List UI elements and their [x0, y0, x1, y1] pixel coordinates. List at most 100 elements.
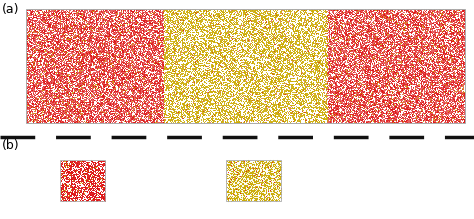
Point — [23, 121, 31, 124]
Point — [149, 71, 157, 75]
Point — [460, 9, 467, 12]
Point — [365, 54, 373, 58]
Point — [335, 28, 343, 32]
Point — [83, 162, 91, 165]
Point — [250, 48, 257, 51]
Point — [306, 40, 314, 44]
Point — [374, 67, 382, 71]
Point — [332, 10, 339, 14]
Point — [71, 65, 78, 69]
Point — [335, 74, 343, 78]
Point — [68, 164, 76, 168]
Point — [227, 167, 235, 170]
Point — [345, 73, 352, 77]
Point — [414, 21, 422, 25]
Point — [70, 78, 78, 81]
Point — [453, 64, 461, 68]
Point — [209, 114, 216, 117]
Point — [245, 97, 252, 101]
Point — [24, 47, 31, 51]
Point — [253, 85, 261, 88]
Point — [115, 81, 123, 84]
Point — [385, 116, 392, 120]
Point — [33, 67, 40, 71]
Point — [86, 46, 93, 49]
Point — [348, 117, 356, 120]
Point — [70, 25, 78, 29]
Point — [431, 34, 439, 38]
Point — [259, 50, 266, 53]
Point — [317, 70, 325, 74]
Point — [237, 27, 244, 30]
Point — [160, 105, 167, 108]
Point — [350, 34, 357, 38]
Point — [270, 107, 278, 111]
Point — [100, 17, 108, 20]
Point — [252, 48, 259, 51]
Point — [394, 111, 402, 115]
Point — [422, 71, 430, 75]
Point — [118, 57, 126, 61]
Point — [73, 23, 80, 27]
Point — [382, 30, 390, 34]
Point — [52, 92, 60, 95]
Point — [443, 114, 451, 118]
Point — [333, 71, 340, 75]
Point — [338, 55, 346, 58]
Point — [374, 67, 382, 71]
Point — [411, 60, 419, 63]
Point — [447, 25, 454, 28]
Point — [311, 101, 319, 105]
Point — [28, 64, 36, 68]
Point — [356, 32, 364, 35]
Point — [381, 28, 388, 32]
Point — [431, 41, 438, 44]
Point — [118, 66, 126, 69]
Point — [39, 98, 47, 101]
Point — [271, 58, 278, 62]
Point — [96, 39, 103, 42]
Point — [62, 78, 70, 81]
Point — [29, 24, 37, 28]
Point — [91, 68, 99, 72]
Point — [139, 23, 147, 26]
Point — [417, 58, 424, 61]
Point — [371, 44, 379, 47]
Point — [94, 76, 101, 79]
Point — [27, 86, 35, 90]
Point — [199, 83, 206, 86]
Point — [399, 30, 406, 34]
Point — [397, 69, 404, 72]
Point — [244, 92, 252, 95]
Point — [172, 34, 180, 38]
Point — [118, 53, 125, 57]
Point — [200, 75, 207, 79]
Point — [267, 75, 274, 78]
Point — [211, 100, 219, 103]
Point — [398, 49, 405, 52]
Point — [74, 29, 82, 32]
Point — [214, 12, 222, 15]
Point — [193, 113, 201, 117]
Point — [61, 168, 69, 172]
Point — [166, 32, 174, 36]
Point — [357, 107, 365, 111]
Point — [64, 101, 72, 104]
Point — [402, 57, 410, 60]
Point — [327, 26, 335, 30]
Point — [221, 28, 228, 32]
Point — [125, 47, 132, 51]
Point — [363, 15, 371, 18]
Point — [309, 69, 316, 73]
Point — [148, 102, 156, 105]
Point — [30, 60, 38, 64]
Point — [369, 92, 376, 95]
Point — [238, 34, 246, 38]
Point — [399, 115, 406, 119]
Point — [208, 23, 216, 27]
Point — [438, 45, 445, 49]
Point — [229, 108, 237, 111]
Point — [65, 65, 73, 69]
Point — [264, 13, 272, 17]
Point — [439, 94, 447, 97]
